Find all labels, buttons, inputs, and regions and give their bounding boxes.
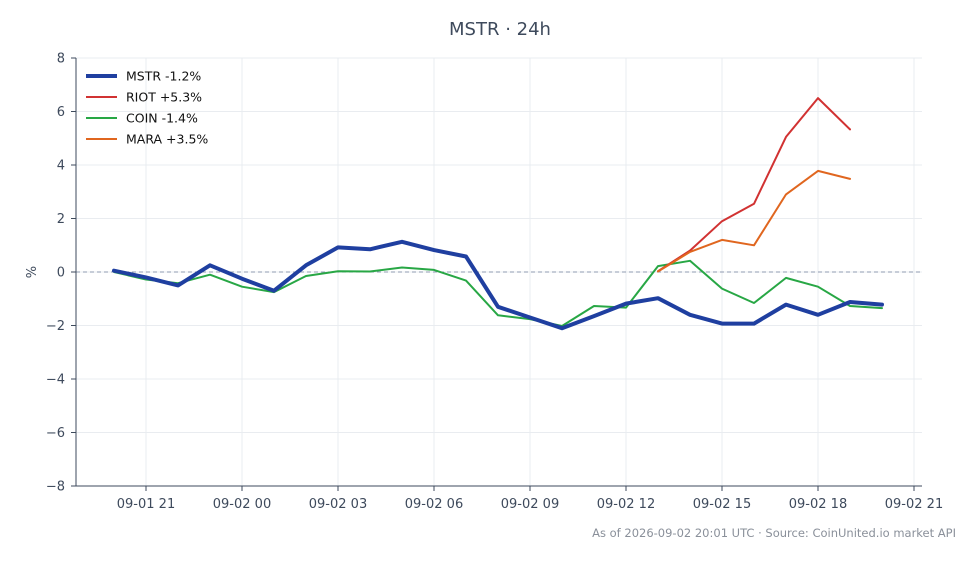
y-tick-label: 2 <box>57 212 65 227</box>
y-axis-label: % <box>25 266 40 278</box>
x-tick-label: 09-02 06 <box>405 497 463 512</box>
legend-label-mstr: MSTR -1.2% <box>126 69 201 84</box>
y-tick-label: 6 <box>57 105 65 120</box>
y-tick-label: −8 <box>46 480 65 495</box>
series-line-riot <box>657 97 851 273</box>
y-tick-label: 8 <box>57 52 65 67</box>
y-tick-label: 0 <box>57 266 65 281</box>
legend-label-riot: RIOT +5.3% <box>126 90 202 105</box>
x-tick-label: 09-02 18 <box>789 497 847 512</box>
x-tick-label: 09-02 15 <box>693 497 751 512</box>
y-tick-label: −2 <box>46 319 65 334</box>
series-lines <box>112 97 884 331</box>
x-tick-label: 09-01 21 <box>117 497 175 512</box>
axes: 8 6 4 2 0 −2 −4 −6 −8 09-01 21 09-02 00 09-02 03 09-… <box>46 52 943 513</box>
legend-label-mara: MARA +3.5% <box>126 132 208 147</box>
x-tick-label: 09-02 12 <box>597 497 655 512</box>
x-tick-label: 09-02 00 <box>213 497 271 512</box>
source-footnote: As of 2026-09-02 20:01 UTC · Source: Coi… <box>592 526 956 540</box>
y-tick-label: −6 <box>46 426 65 441</box>
chart-title: MSTR · 24h <box>449 19 551 40</box>
x-tick-label: 09-02 09 <box>501 497 559 512</box>
y-tick-label: −4 <box>46 373 65 388</box>
series-line-coin <box>113 259 883 327</box>
x-tick-label: 09-02 03 <box>309 497 367 512</box>
series-line-mstr <box>112 239 884 331</box>
x-tick-label: 09-02 21 <box>885 497 943 512</box>
y-tick-label: 4 <box>57 159 65 174</box>
legend-label-coin: COIN -1.4% <box>126 111 198 126</box>
series-line-mara <box>657 169 851 273</box>
legend: MSTR -1.2% RIOT +5.3% COIN -1.4% MARA +3.5% <box>86 69 208 147</box>
